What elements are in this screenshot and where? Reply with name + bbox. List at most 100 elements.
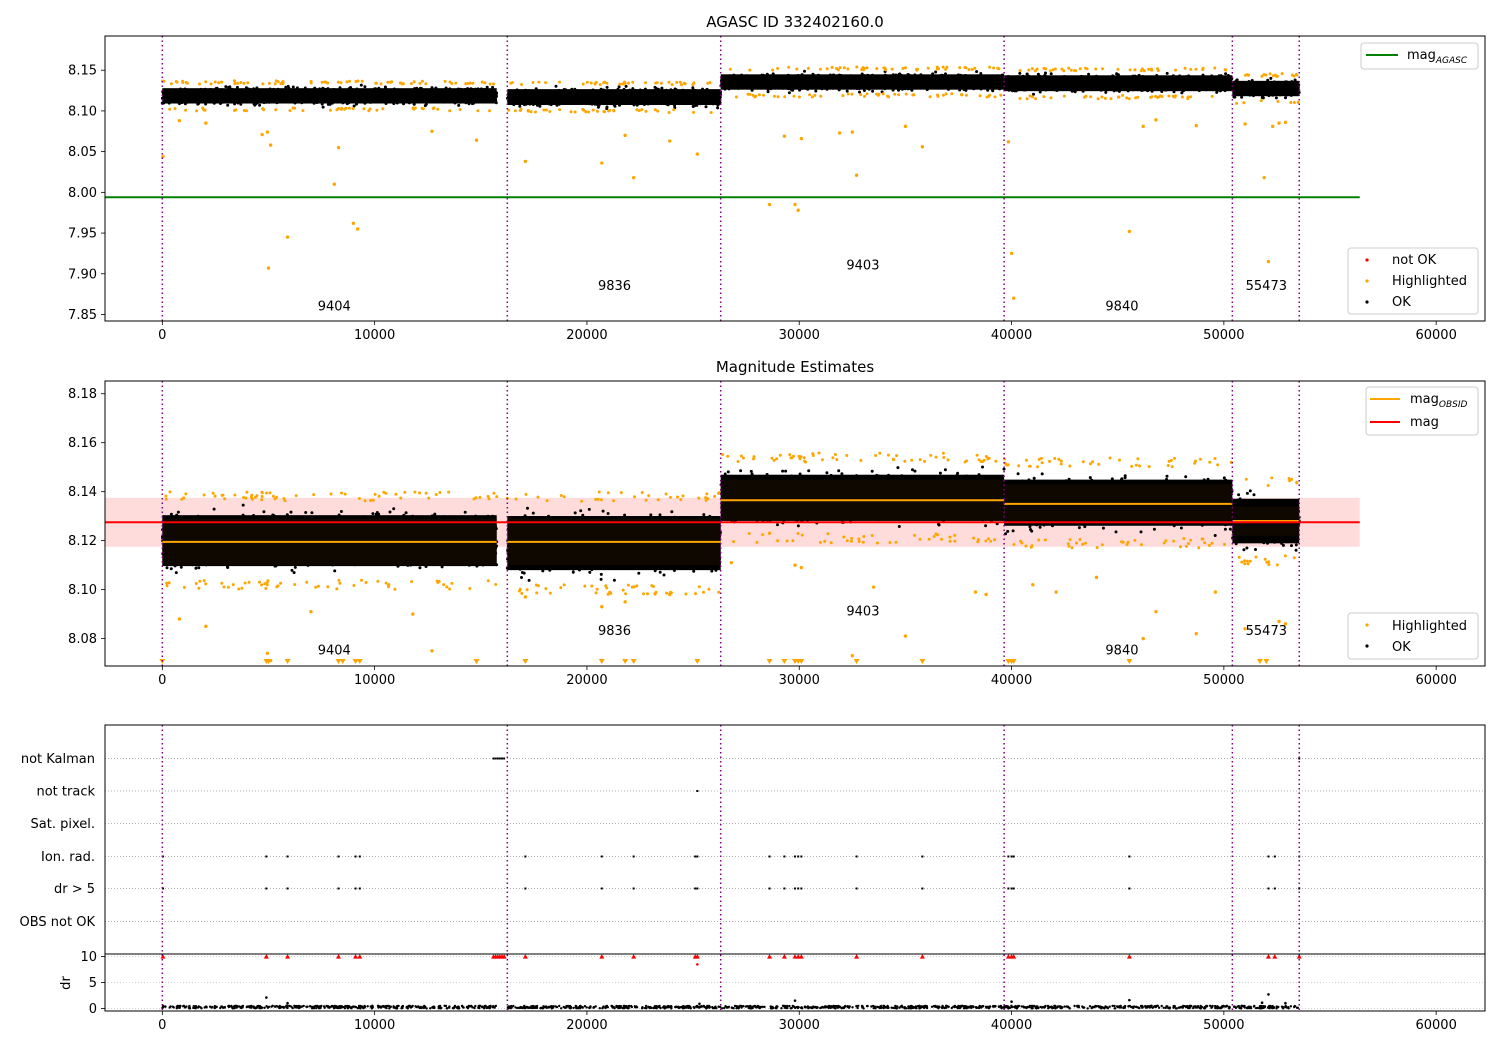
ok-point — [380, 100, 383, 104]
ok-point — [982, 74, 986, 78]
ok-point — [224, 95, 228, 99]
ok-point — [326, 99, 330, 103]
ok-point — [579, 92, 583, 96]
ok-point — [330, 101, 334, 105]
ok-point — [931, 72, 935, 76]
ok-point — [699, 90, 703, 94]
ok-point — [272, 87, 276, 91]
ok-point — [492, 89, 496, 93]
ok-point — [735, 80, 739, 84]
ok-point — [866, 73, 870, 77]
ok-point — [895, 77, 899, 81]
ok-point — [976, 82, 980, 86]
ok-point — [226, 103, 230, 107]
ok-point — [168, 95, 172, 99]
ok-point — [431, 96, 435, 100]
ok-point — [202, 97, 206, 101]
ok-point — [611, 95, 615, 99]
ok-point — [772, 75, 776, 79]
ok-point — [432, 89, 436, 93]
ok-point — [369, 91, 373, 95]
ok-point — [194, 99, 198, 103]
ok-point — [952, 80, 956, 84]
ok-point — [760, 85, 764, 89]
ok-point — [641, 89, 645, 93]
agasc-magnitude-panel: AGASC ID 332402160.0 9404983694039840554… — [68, 13, 1486, 343]
ok-point — [575, 95, 579, 99]
ok-point — [990, 80, 994, 83]
ok-point — [240, 97, 244, 101]
ok-point — [572, 94, 575, 98]
ok-point — [998, 87, 1002, 91]
ok-point — [623, 92, 627, 96]
ok-point — [827, 75, 831, 79]
ok-point — [884, 78, 888, 82]
ok-point — [491, 85, 495, 89]
ok-point — [624, 84, 628, 88]
ok-point — [917, 76, 921, 80]
ok-point — [891, 83, 895, 87]
ok-point — [701, 87, 704, 91]
ok-point — [304, 95, 308, 99]
ok-point — [1092, 86, 1096, 90]
ok-point — [653, 85, 657, 89]
ok-point — [639, 93, 643, 97]
ok-point — [273, 91, 276, 95]
ok-point — [326, 102, 330, 106]
ok-point — [458, 100, 462, 104]
ok-point — [849, 74, 853, 78]
ok-point — [516, 89, 520, 93]
ok-point — [390, 96, 394, 100]
ok-point — [365, 91, 369, 95]
ok-point — [995, 74, 999, 78]
ok-point — [797, 83, 801, 87]
ok-point — [900, 82, 904, 85]
ok-point — [563, 94, 567, 98]
ok-point — [818, 79, 822, 83]
ok-point — [218, 90, 222, 94]
ok-point — [931, 78, 935, 82]
ok-point — [419, 96, 423, 100]
ok-point — [320, 102, 324, 106]
ok-point — [664, 100, 668, 103]
ok-point — [894, 81, 898, 85]
ok-point — [417, 93, 421, 97]
ok-point — [911, 76, 914, 80]
ok-point — [632, 90, 636, 94]
ok-point — [215, 86, 219, 90]
ok-point — [304, 98, 308, 102]
ok-point — [631, 97, 635, 101]
ok-point — [300, 92, 304, 96]
ok-point — [958, 88, 962, 92]
ok-point — [266, 89, 269, 93]
ok-point — [396, 91, 400, 95]
ok-point — [302, 89, 306, 93]
ok-point — [647, 95, 651, 99]
ok-point — [258, 103, 262, 107]
ok-point — [271, 99, 275, 103]
ok-point — [212, 101, 216, 105]
ok-point — [363, 101, 367, 105]
ok-point — [317, 89, 321, 93]
ok-point — [757, 83, 761, 87]
ok-point — [207, 90, 211, 94]
ok-point — [556, 91, 560, 94]
ok-point — [548, 95, 552, 99]
ok-point — [991, 88, 995, 92]
ok-point — [746, 83, 750, 87]
ok-point — [1001, 73, 1004, 77]
ok-point — [438, 96, 441, 100]
ok-point — [534, 87, 538, 91]
ok-point — [709, 94, 713, 98]
ok-point — [975, 70, 979, 74]
ok-point — [957, 82, 961, 86]
ok-point — [485, 99, 489, 103]
ok-point — [412, 102, 416, 106]
ok-point — [800, 73, 804, 77]
ok-point — [460, 92, 464, 96]
ok-point — [991, 84, 995, 87]
ok-point — [1155, 74, 1159, 77]
ok-point — [347, 92, 351, 96]
ok-point — [946, 80, 950, 84]
ok-point — [971, 80, 974, 84]
